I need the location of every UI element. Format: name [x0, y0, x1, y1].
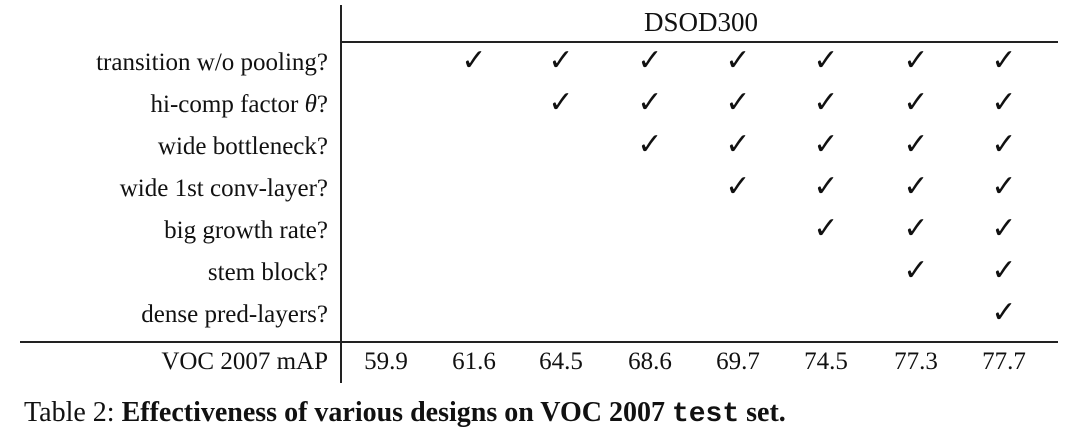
- map-value: 59.9: [364, 348, 408, 375]
- row-label-text: stem block?: [207, 259, 328, 286]
- check-mark: ✓: [725, 86, 751, 119]
- check-mark: ✓: [991, 44, 1017, 77]
- row-label-text: transition w/o pooling?: [96, 49, 328, 76]
- map-value: 74.5: [804, 348, 848, 375]
- check-mark: ✓: [991, 254, 1017, 287]
- check-mark: ✓: [813, 212, 839, 245]
- row-label: wide 1st conv-layer?: [120, 174, 328, 204]
- row-label-text: hi-comp factor: [150, 91, 305, 118]
- check-mark: ✓: [991, 170, 1017, 203]
- row-label: big growth rate?: [164, 216, 328, 246]
- row-label-math: θ: [304, 91, 317, 118]
- row-label: transition w/o pooling?: [96, 48, 328, 78]
- row-label-suffix: ?: [316, 91, 328, 118]
- row-label: wide bottleneck?: [158, 132, 328, 162]
- check-mark: ✓: [991, 128, 1017, 161]
- check-mark: ✓: [903, 86, 929, 119]
- row-label: hi-comp factor θ?: [151, 90, 329, 120]
- check-mark: ✓: [461, 44, 487, 77]
- check-mark: ✓: [725, 170, 751, 203]
- row-label-text: wide 1st conv-layer?: [119, 175, 328, 202]
- check-mark: ✓: [813, 170, 839, 203]
- check-mark: ✓: [991, 296, 1017, 329]
- check-mark: ✓: [903, 254, 929, 287]
- check-mark: ✓: [991, 86, 1017, 119]
- table-caption: Table 2: Effectiveness of various design…: [24, 396, 786, 432]
- mid-rule: [20, 341, 1058, 343]
- results-table: DSOD300 transition w/o pooling? ✓ ✓ ✓ ✓ ✓ ✓ ✓ hi…: [20, 5, 1058, 383]
- check-mark: ✓: [548, 86, 574, 119]
- row-label-text: wide bottleneck?: [157, 133, 328, 160]
- top-rule: [340, 41, 1058, 43]
- map-value: 68.6: [628, 348, 672, 375]
- caption-suffix: set.: [739, 397, 786, 428]
- vertical-rule: [340, 5, 342, 383]
- row-label: stem block?: [208, 258, 328, 288]
- table-header: DSOD300: [643, 7, 758, 37]
- check-mark: ✓: [813, 128, 839, 161]
- row-label-text: big growth rate?: [164, 217, 328, 244]
- map-value: 77.3: [894, 348, 938, 375]
- caption-mono: test: [671, 399, 740, 430]
- check-mark: ✓: [903, 44, 929, 77]
- check-mark: ✓: [725, 128, 751, 161]
- caption-bold: Effectiveness of various designs on VOC …: [121, 397, 672, 428]
- row-label-text: dense pred-layers?: [141, 301, 328, 328]
- check-mark: ✓: [725, 44, 751, 77]
- metric-label: VOC 2007 mAP: [161, 348, 328, 375]
- check-mark: ✓: [637, 44, 663, 77]
- map-value: 64.5: [539, 348, 583, 375]
- check-mark: ✓: [991, 212, 1017, 245]
- check-mark: ✓: [903, 128, 929, 161]
- check-mark: ✓: [637, 86, 663, 119]
- map-value: 69.7: [716, 348, 760, 375]
- map-value: 77.7: [982, 348, 1026, 375]
- caption-prefix: Table 2:: [24, 397, 122, 428]
- check-mark: ✓: [903, 212, 929, 245]
- check-mark: ✓: [813, 44, 839, 77]
- check-mark: ✓: [813, 86, 839, 119]
- row-label: dense pred-layers?: [141, 300, 328, 330]
- check-mark: ✓: [903, 170, 929, 203]
- check-mark: ✓: [637, 128, 663, 161]
- check-mark: ✓: [548, 44, 574, 77]
- map-value: 61.6: [452, 348, 496, 375]
